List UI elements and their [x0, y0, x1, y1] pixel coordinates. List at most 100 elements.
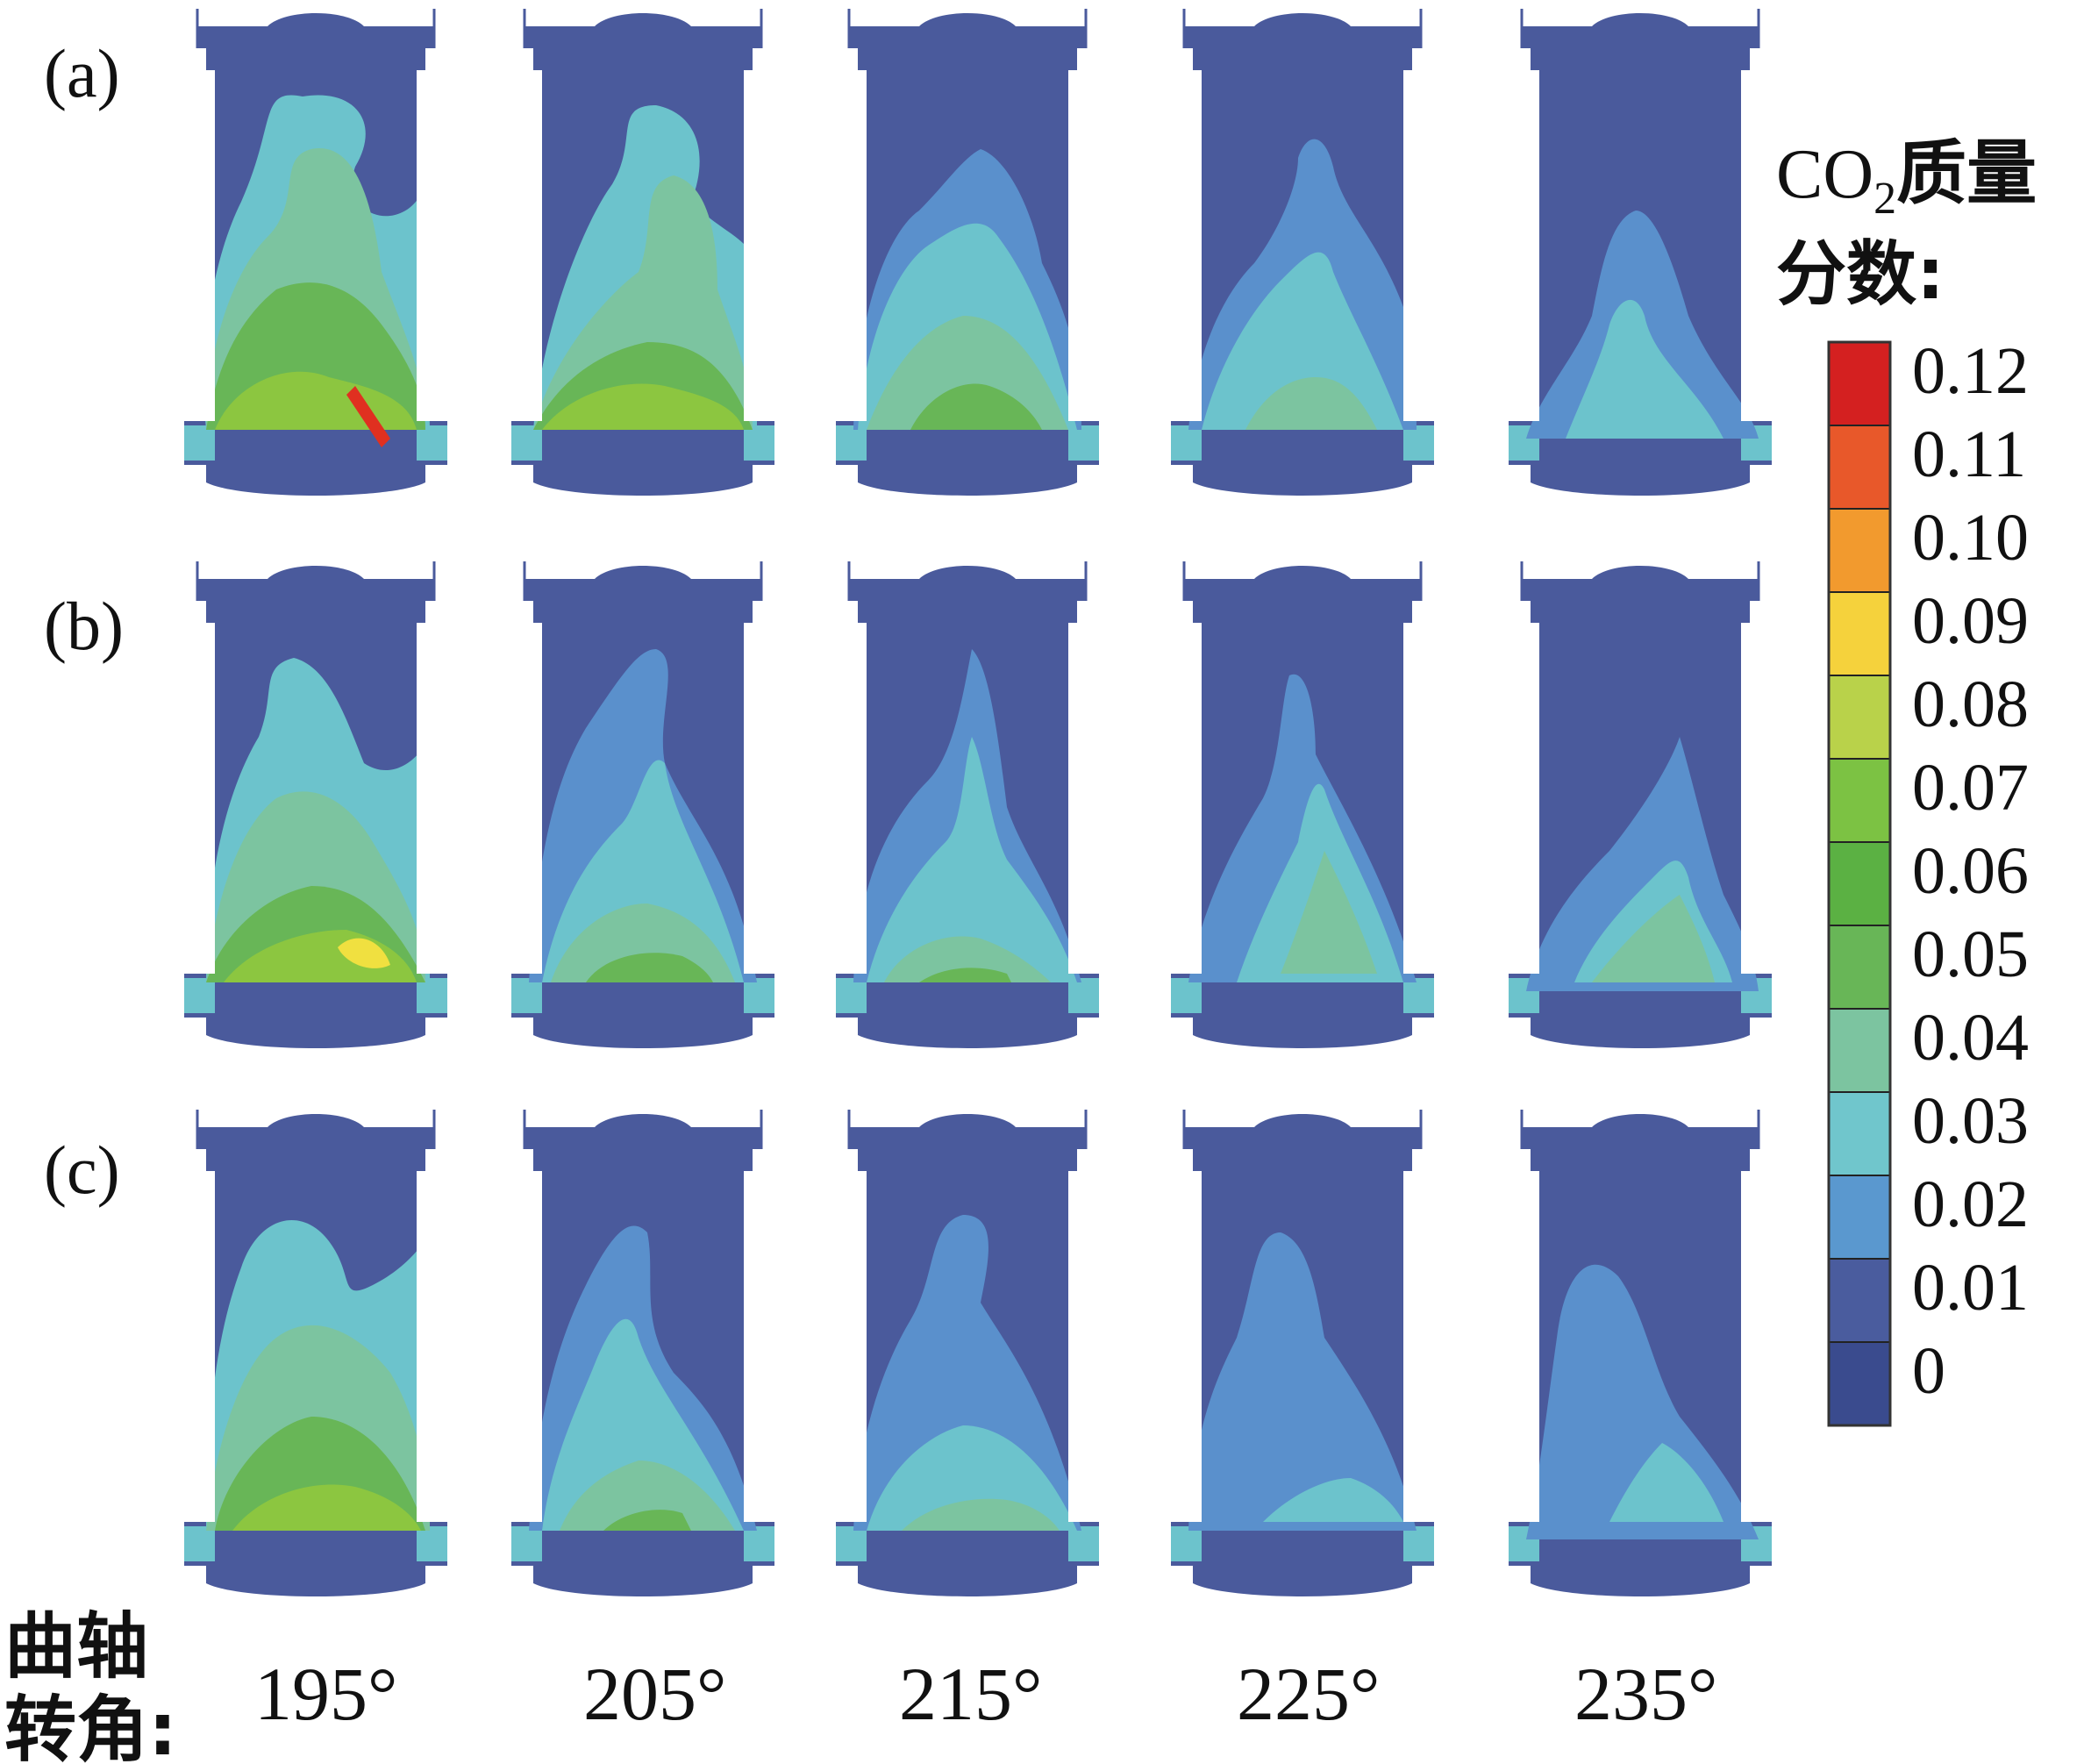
contour-level2	[1609, 1443, 1723, 1522]
legend-swatch-3	[1828, 591, 1891, 676]
legend-swatch-9	[1828, 1091, 1891, 1176]
angle-label-235: 235°	[1574, 1652, 1717, 1736]
port-strip	[1068, 425, 1099, 461]
contour-level4	[910, 383, 1042, 430]
panel-row2-col5	[1509, 561, 1772, 1048]
contour-level1	[1526, 1264, 1759, 1539]
contour-level2	[867, 1425, 1077, 1531]
legend-swatch-2	[1828, 508, 1891, 593]
panel-row3-col5	[1509, 1110, 1772, 1596]
legend-title-line2: 分数:	[1776, 233, 1945, 315]
contour-level3	[560, 1460, 735, 1531]
port-strip	[836, 425, 867, 461]
panel-row2-col3	[836, 561, 1099, 1048]
port-strip	[511, 978, 542, 1013]
port-strip	[1403, 1526, 1434, 1561]
angle-label-225: 225°	[1237, 1652, 1380, 1736]
legend-tick-7: 0.05	[1912, 918, 2029, 991]
legend-tick-5: 0.07	[1912, 751, 2029, 825]
contour-level3	[884, 936, 1051, 982]
contour-level2	[1566, 299, 1723, 439]
legend-tick-2: 0.10	[1912, 501, 2029, 575]
panel-row2-col4	[1171, 561, 1434, 1048]
legend-tick-3: 0.09	[1912, 584, 2029, 658]
panel-row3-col2	[511, 1110, 774, 1596]
row-label-c: (c)	[44, 1132, 120, 1208]
port-strip	[184, 1526, 215, 1561]
port-strip	[836, 1526, 867, 1561]
legend-tick-1: 0.11	[1912, 418, 2026, 491]
contour-level1	[853, 1215, 1081, 1531]
panel-row1-col5	[1509, 9, 1772, 496]
contour-level2	[542, 1318, 744, 1531]
contour-level3	[1281, 851, 1377, 974]
legend-swatch-12	[1828, 1341, 1891, 1426]
port-strip	[511, 425, 542, 461]
port-strip	[744, 1526, 774, 1561]
contour-panels	[184, 9, 1772, 1596]
panel-row3-col4	[1171, 1110, 1434, 1596]
contour-level2	[867, 737, 1077, 982]
port-strip	[184, 978, 215, 1013]
port-strip	[836, 978, 867, 1013]
legend-tick-10: 0.02	[1912, 1168, 2029, 1241]
contour-level4	[919, 968, 1011, 982]
contour-level1	[1188, 1232, 1417, 1531]
legend-title-line1: CO2质量	[1776, 132, 2037, 224]
port-strip	[417, 1526, 447, 1561]
legend-tick-4: 0.08	[1912, 668, 2029, 741]
contour-level7	[346, 386, 390, 447]
legend-swatch-6	[1828, 841, 1891, 926]
legend-swatch-0	[1828, 341, 1891, 426]
legend-swatch-11	[1828, 1258, 1891, 1343]
port-strip	[744, 978, 774, 1013]
legend-swatch-5	[1828, 758, 1891, 843]
contour-level6	[338, 938, 390, 968]
panel-row1-col3	[836, 9, 1099, 496]
panel-row3-col1	[184, 1110, 447, 1596]
contour-level2	[1202, 252, 1403, 430]
contour-level5	[542, 383, 744, 430]
legend-swatch-4	[1828, 675, 1891, 760]
port-strip	[1171, 978, 1202, 1013]
colorbar-legend: 0.12 0.11 0.10 0.09 0.08 0.07 0.06 0.05 0.04 0.03…	[1827, 334, 2029, 1427]
angle-label-215: 215°	[899, 1652, 1042, 1736]
legend-tick-6: 0.06	[1912, 834, 2029, 908]
legend-tick-12: 0	[1912, 1334, 1945, 1408]
panel-row1-col4	[1171, 9, 1434, 496]
contour-level2	[1263, 1478, 1403, 1522]
panel-row2-col1	[184, 561, 447, 1048]
port-strip	[417, 978, 447, 1013]
port-strip	[184, 425, 215, 461]
port-strip	[511, 1526, 542, 1561]
legend-swatch-10	[1828, 1175, 1891, 1260]
crank-angle-label-line2: 转角:	[4, 1689, 177, 1764]
panel-row2-col2	[511, 561, 774, 1048]
panel-row1-col2	[511, 9, 774, 496]
contour-level4	[603, 1510, 691, 1531]
port-strip	[1068, 1526, 1099, 1561]
crank-angle-label-line1: 曲轴	[4, 1605, 148, 1689]
contour-level3	[1245, 377, 1377, 430]
row-label-b: (b)	[44, 588, 124, 664]
panel-row1-col1	[184, 9, 447, 496]
panel-row3-col3	[836, 1110, 1099, 1596]
legend-swatch-7	[1828, 925, 1891, 1010]
port-strip	[1403, 425, 1434, 461]
legend-swatch-8	[1828, 1008, 1891, 1093]
legend-swatch-1	[1828, 425, 1891, 510]
legend-frame	[1827, 340, 1892, 1427]
contour-level5	[232, 1484, 421, 1531]
angle-label-205: 205°	[583, 1652, 726, 1736]
legend-tick-9: 0.03	[1912, 1084, 2029, 1158]
angle-label-195: 195°	[254, 1652, 397, 1736]
contour-level3	[902, 1498, 1060, 1531]
port-strip	[1068, 978, 1099, 1013]
contour-level4	[586, 953, 713, 982]
legend-tick-0: 0.12	[1912, 334, 2029, 408]
port-strip	[1171, 425, 1202, 461]
legend-tick-8: 0.04	[1912, 1001, 2029, 1075]
port-strip	[1171, 1526, 1202, 1561]
legend-tick-11: 0.01	[1912, 1251, 2029, 1325]
